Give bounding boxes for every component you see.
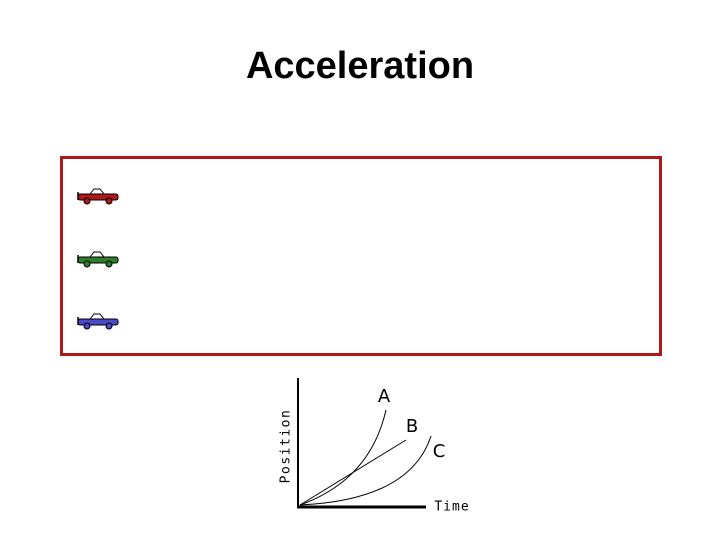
curve-label: A (378, 386, 391, 407)
position-time-graph: Position Time A B C (279, 378, 469, 515)
car-green (77, 251, 119, 268)
car-red (77, 188, 119, 205)
car-blue (77, 313, 119, 330)
animation-box (60, 156, 662, 356)
y-axis-label: Position (279, 409, 294, 484)
curve-b (299, 439, 407, 506)
curve-label: B (406, 416, 418, 437)
slide-title: Acceleration (246, 45, 474, 87)
curve-c (299, 435, 432, 506)
x-axis-label: Time (434, 500, 469, 515)
curve-label: C (433, 441, 446, 462)
curve-a (299, 409, 387, 506)
